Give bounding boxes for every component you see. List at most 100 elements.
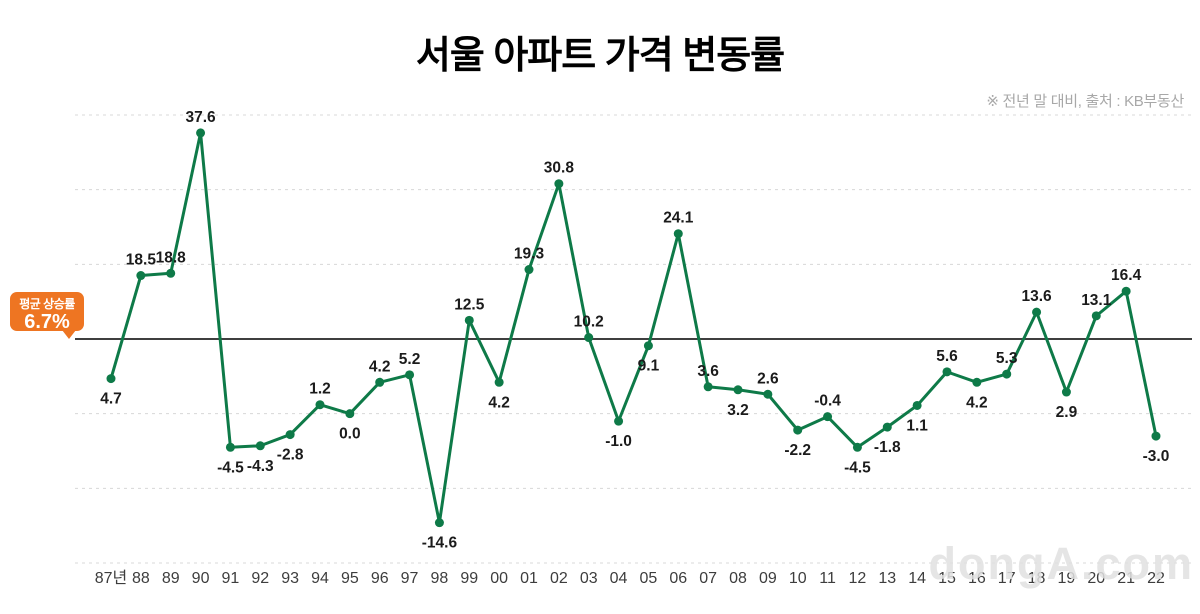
data-label: 30.8	[544, 160, 575, 177]
data-point	[225, 442, 235, 452]
data-label: 13.6	[1021, 288, 1052, 305]
data-point	[1032, 307, 1042, 317]
data-label: -1.0	[605, 433, 632, 450]
x-axis-label: 15	[938, 570, 956, 587]
x-axis-label: 12	[849, 570, 867, 587]
data-point	[464, 315, 474, 325]
x-axis-label: 09	[759, 570, 777, 587]
x-axis-label: 08	[729, 570, 747, 587]
x-axis-label: 18	[1028, 570, 1046, 587]
data-point	[1002, 369, 1012, 379]
x-axis-label: 06	[669, 570, 687, 587]
x-axis-label: 97	[401, 570, 419, 587]
data-point	[823, 412, 833, 422]
x-axis-label: 01	[520, 570, 538, 587]
data-label: 18.5	[126, 252, 157, 269]
x-axis-label: 20	[1087, 570, 1105, 587]
data-label: 2.6	[757, 370, 779, 387]
data-point	[643, 341, 653, 351]
data-point	[763, 389, 773, 399]
data-point	[852, 442, 862, 452]
data-label: 4.7	[100, 391, 122, 408]
data-label: 5.6	[936, 348, 958, 365]
data-label: 18.8	[156, 249, 187, 266]
data-label: 4.2	[966, 394, 988, 411]
data-point	[166, 268, 176, 278]
badge-pointer	[62, 330, 76, 339]
x-axis-label: 90	[192, 570, 210, 587]
x-axis-label: 10	[789, 570, 807, 587]
data-point	[1091, 311, 1101, 321]
x-axis-label: 99	[460, 570, 478, 587]
data-label: -4.5	[217, 459, 244, 476]
data-point	[733, 385, 743, 395]
x-axis-label: 21	[1117, 570, 1135, 587]
data-label: 5.3	[996, 350, 1018, 367]
data-point	[614, 416, 624, 426]
data-point	[1151, 431, 1161, 441]
data-label: 4.2	[369, 358, 391, 375]
x-axis-label: 93	[281, 570, 299, 587]
data-label: 19.3	[514, 246, 545, 263]
data-point	[375, 377, 385, 387]
x-axis-label: 07	[699, 570, 717, 587]
data-label: -4.3	[247, 458, 274, 475]
data-label: 4.2	[488, 394, 510, 411]
chart-source-note: ※ 전년 말 대비, 출처 : KB부동산	[986, 93, 1184, 110]
x-axis-label: 13	[878, 570, 896, 587]
data-point	[434, 518, 444, 528]
data-point	[494, 377, 504, 387]
data-point	[255, 441, 265, 451]
data-label: 3.2	[727, 402, 749, 419]
x-axis-label: 96	[371, 570, 389, 587]
data-label: -3.0	[1143, 448, 1170, 465]
x-axis-label: 11	[819, 570, 836, 587]
data-label: 37.6	[185, 109, 216, 126]
x-axis-label: 16	[968, 570, 986, 587]
data-point	[793, 425, 803, 435]
x-axis-label: 98	[431, 570, 449, 587]
data-label: 10.2	[574, 314, 604, 331]
data-label: 5.2	[399, 351, 421, 368]
data-label: 3.6	[697, 363, 719, 380]
x-axis-label: 91	[222, 570, 240, 587]
x-axis-label: 02	[550, 570, 568, 587]
data-point	[554, 179, 564, 189]
data-point	[1121, 286, 1131, 296]
x-axis-label: 03	[580, 570, 598, 587]
data-label: -2.2	[784, 442, 811, 459]
x-axis-label: 95	[341, 570, 359, 587]
data-label: 12.5	[454, 296, 485, 313]
x-axis-label: 19	[1058, 570, 1076, 587]
x-axis-label: 94	[311, 570, 329, 587]
data-label: 1.1	[906, 417, 928, 434]
x-axis-label: 04	[610, 570, 628, 587]
chart-title: 서울 아파트 가격 변동률	[415, 35, 785, 77]
data-point	[882, 422, 892, 432]
data-point	[673, 229, 683, 239]
data-point	[285, 430, 295, 440]
data-point	[972, 377, 982, 387]
average-rate-label: 평균 상승률	[19, 297, 75, 311]
data-label: -1.8	[874, 439, 901, 456]
x-axis-label: 89	[162, 570, 180, 587]
data-label: 1.2	[309, 381, 331, 398]
data-label: 9.1	[638, 358, 660, 375]
data-point	[942, 367, 952, 377]
x-axis-label: 14	[908, 570, 926, 587]
x-axis-label: 22	[1147, 570, 1165, 587]
data-label: 2.9	[1056, 404, 1078, 421]
x-axis-label: 88	[132, 570, 150, 587]
data-label: -2.8	[277, 447, 304, 464]
data-point	[136, 271, 146, 281]
data-point	[524, 265, 534, 275]
data-point	[345, 409, 355, 419]
average-rate-badge: 평균 상승률 6.7%	[10, 292, 84, 339]
data-point	[106, 374, 116, 384]
x-axis-label: 17	[998, 570, 1016, 587]
data-point	[315, 400, 325, 410]
x-axis-label: 00	[490, 570, 508, 587]
data-point	[703, 382, 713, 392]
x-axis-label: 05	[640, 570, 658, 587]
